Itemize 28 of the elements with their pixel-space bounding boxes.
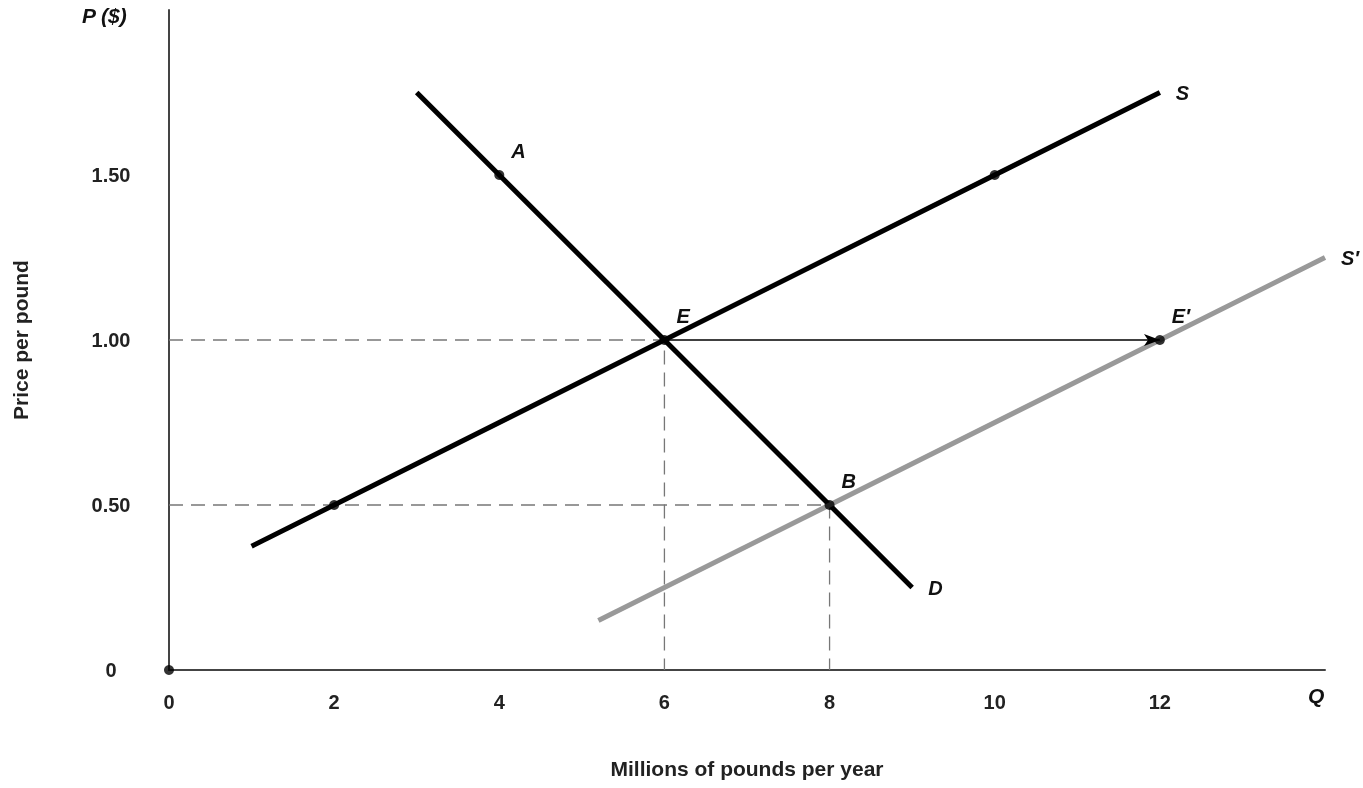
annotation: A: [510, 140, 526, 162]
x-tick-label: 8: [824, 691, 836, 713]
point: [989, 170, 1000, 180]
series-label: S′: [1341, 246, 1361, 269]
y-axis-title: Price per pound: [9, 260, 32, 420]
x-tick-label: 12: [1148, 691, 1171, 713]
annotation: E: [676, 305, 691, 327]
x-tick-label: 10: [983, 691, 1006, 713]
series-label: D: [928, 576, 943, 599]
y-tick-label: 1.50: [91, 164, 131, 186]
point: [659, 335, 670, 345]
text: P ($): [82, 4, 127, 27]
x-tick-label: 4: [493, 691, 506, 713]
y-tick-label: 0.50: [91, 494, 131, 516]
x-axis-title: Millions of pounds per year: [610, 757, 884, 780]
x-tick-label: 2: [328, 691, 340, 713]
annotation: E′: [1171, 305, 1192, 327]
annotation: B: [841, 470, 857, 492]
x-tick-label: 6: [658, 691, 670, 713]
x-tick-label: 0: [163, 691, 175, 713]
point: [164, 665, 174, 675]
series-label: S: [1175, 81, 1190, 104]
point: [494, 170, 505, 180]
y-tick-label: 0: [105, 659, 117, 681]
point: [824, 500, 835, 510]
y-tick-label: 1.00: [91, 329, 131, 351]
point: [329, 500, 340, 510]
text: Q: [1308, 684, 1325, 707]
